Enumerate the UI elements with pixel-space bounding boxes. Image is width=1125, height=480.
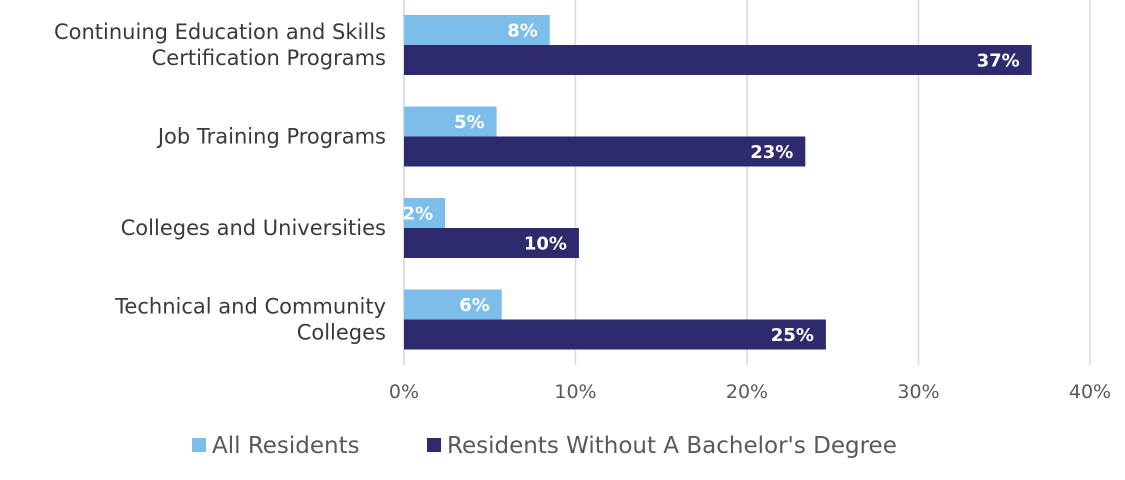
tick-label-20: 20%: [726, 381, 768, 403]
bar-residents-without-a-bachelor-s-degree-technical-and-community-colleges: [404, 319, 826, 350]
data-labels: 8% 37% 5% 23% 2% 10% 6% 25%: [403, 21, 1020, 347]
data-label-residents-without-a-bachelor-s-degree-1: 37%: [977, 51, 1020, 72]
category-label-3: Colleges and Universities: [121, 216, 386, 240]
bar-all-residents-job-training-programs: [404, 106, 497, 137]
data-label-all-residents-2: 5%: [454, 112, 485, 133]
bars: [404, 15, 1032, 350]
legend-label-residents-without-a-bachelor-s-degree: Residents Without A Bachelor's Degree: [447, 433, 897, 459]
category-label-1-line-1: Continuing Education and Skills: [54, 20, 386, 44]
data-label-residents-without-a-bachelor-s-degree-3: 10%: [524, 234, 567, 255]
bar-all-residents-continuing-education-and-skills-certification-programs: [404, 15, 550, 45]
category-label-4-line-2: Colleges: [297, 321, 386, 345]
legend-swatch-residents-without-a-bachelor-s-degree: [427, 438, 441, 452]
tick-label-0: 0%: [389, 381, 419, 403]
legend-label-all-residents: All Residents: [212, 433, 360, 459]
bar-residents-without-a-bachelor-s-degree-continuing-education-and-skills-certification-programs: [404, 45, 1032, 75]
category-label-4-line-1: Technical and Community: [114, 295, 386, 319]
bar-all-residents-technical-and-community-colleges: [404, 289, 502, 320]
data-label-all-residents-1: 8%: [507, 21, 538, 42]
data-label-all-residents-3: 2%: [403, 204, 434, 225]
legend: All Residents Residents Without A Bachelo…: [192, 433, 897, 459]
bar-all-residents-colleges-and-universities: [404, 198, 446, 228]
category-labels: Continuing Education and SkillsCertifica…: [54, 20, 386, 345]
data-label-residents-without-a-bachelor-s-degree-4: 25%: [771, 325, 814, 346]
data-label-residents-without-a-bachelor-s-degree-2: 23%: [750, 142, 793, 163]
data-label-all-residents-4: 6%: [459, 295, 490, 316]
bar-residents-without-a-bachelor-s-degree-job-training-programs: [404, 136, 806, 167]
legend-swatch-all-residents: [192, 438, 206, 452]
bar-residents-without-a-bachelor-s-degree-colleges-and-universities: [404, 228, 579, 258]
x-axis-ticks: 0% 10% 20% 30% 40%: [389, 381, 1111, 403]
category-label-2: Job Training Programs: [156, 125, 386, 149]
tick-label-40: 40%: [1069, 381, 1111, 403]
tick-label-10: 10%: [554, 381, 596, 403]
category-label-1-line-2: Certification Programs: [152, 46, 386, 70]
tick-label-30: 30%: [897, 381, 939, 403]
